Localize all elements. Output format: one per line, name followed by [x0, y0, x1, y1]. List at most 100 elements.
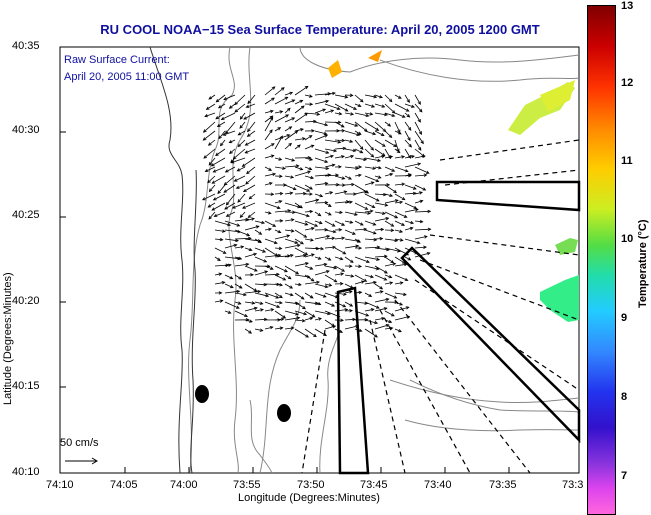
current-vector — [394, 139, 399, 152]
current-vector-head — [212, 197, 217, 201]
current-vector — [374, 155, 385, 159]
colorbar-tick: 9 — [621, 312, 628, 324]
current-vector — [394, 112, 406, 118]
current-vector — [354, 103, 361, 107]
current-vector — [244, 301, 255, 304]
annotation-line2: April 20, 2005 11:00 GMT — [64, 71, 190, 83]
current-vector — [254, 238, 262, 243]
current-vector — [314, 166, 329, 169]
current-vector — [384, 94, 393, 102]
current-vector — [324, 325, 336, 330]
current-vector — [314, 134, 328, 141]
current-vector-head — [270, 308, 275, 312]
current-vector-head — [215, 98, 220, 103]
current-vector-head — [208, 161, 213, 166]
current-vector-head — [299, 205, 303, 209]
current-vector-head — [352, 231, 356, 235]
current-vector-head — [348, 264, 353, 268]
current-vector — [394, 220, 405, 226]
current-vector-head — [332, 325, 337, 329]
current-vector-head — [211, 207, 216, 211]
current-vector-head — [271, 86, 276, 90]
current-vector-head — [268, 227, 272, 232]
current-vector — [304, 281, 320, 285]
current-vector-head — [246, 233, 251, 237]
current-vector — [294, 254, 307, 258]
current-vector-head — [412, 186, 417, 190]
current-vector-head — [238, 285, 243, 289]
current-vector-head — [327, 203, 332, 207]
current-vector-head — [419, 191, 423, 195]
current-vector-head — [286, 234, 291, 238]
current-vector — [284, 301, 299, 305]
current-vector-head — [239, 214, 244, 219]
current-vector-head — [359, 98, 364, 103]
current-vector-head — [207, 179, 211, 184]
current-vector-head — [383, 192, 387, 197]
current-vector — [404, 202, 417, 209]
current-vector-head — [405, 306, 410, 310]
current-vector — [364, 328, 378, 338]
current-vector-head — [358, 173, 362, 178]
current-vector — [213, 193, 226, 201]
current-vector — [334, 237, 345, 240]
current-vector — [224, 274, 233, 279]
current-vector-head — [354, 212, 358, 216]
current-vector-head — [278, 157, 283, 161]
buoy-marker — [195, 385, 209, 403]
current-vector-head — [384, 270, 388, 274]
current-vector-head — [207, 204, 212, 208]
current-vector-head — [276, 304, 281, 308]
current-vector-head — [311, 314, 316, 318]
current-vector-head — [372, 222, 377, 226]
current-vector — [334, 220, 345, 226]
current-vector — [414, 130, 424, 144]
current-vector-head — [286, 134, 291, 138]
scale-arrow — [65, 457, 98, 465]
current-vector — [237, 193, 246, 203]
current-vector-head — [267, 211, 272, 215]
current-vector — [414, 94, 421, 105]
current-vector-head — [305, 262, 309, 266]
current-vector-head — [259, 301, 264, 305]
current-vector-head — [221, 281, 226, 285]
current-vector — [364, 238, 377, 241]
current-vector-head — [277, 127, 282, 131]
current-vector — [224, 310, 231, 314]
current-vector — [334, 103, 348, 112]
current-vector — [274, 310, 286, 319]
current-vector — [354, 211, 371, 214]
current-vector-head — [379, 290, 384, 294]
current-vector — [364, 220, 376, 226]
current-vector — [206, 103, 216, 110]
plot-frame — [59, 46, 580, 474]
current-vector — [245, 139, 256, 146]
current-vector-head — [279, 135, 283, 140]
current-vector — [208, 211, 216, 220]
current-vector — [354, 274, 367, 282]
current-vector — [224, 283, 234, 288]
current-vector — [344, 148, 356, 152]
current-vector — [374, 247, 390, 251]
current-vector — [374, 298, 389, 303]
current-vector-head — [366, 259, 370, 263]
current-vector — [414, 236, 428, 240]
current-vector — [254, 283, 267, 286]
current-vector — [364, 229, 377, 234]
current-vector-head — [309, 316, 314, 321]
current-vector-head — [349, 200, 353, 204]
current-vector — [294, 202, 303, 209]
current-vector-head — [290, 218, 295, 222]
current-vector-head — [374, 320, 379, 325]
current-vector — [334, 155, 345, 159]
current-vector-head — [342, 304, 347, 308]
current-vector — [224, 301, 240, 309]
current-vector-head — [318, 220, 323, 225]
current-vector — [284, 265, 299, 275]
current-vector-head — [279, 110, 284, 114]
current-vector-head — [253, 288, 258, 292]
current-vector — [274, 111, 283, 114]
current-vector — [334, 292, 347, 295]
current-vector-head — [234, 109, 239, 113]
current-vector — [247, 94, 256, 104]
